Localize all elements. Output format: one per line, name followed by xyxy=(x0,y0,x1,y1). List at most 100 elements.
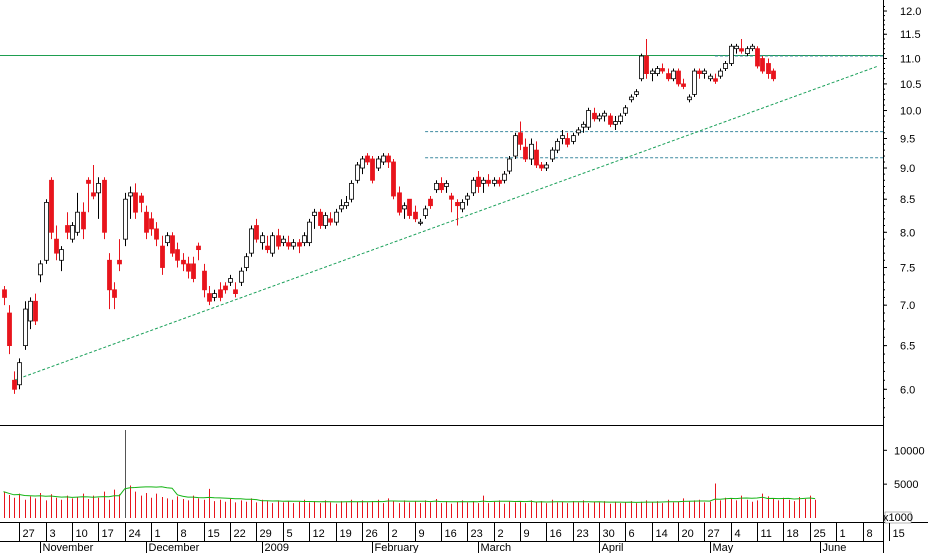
candle-body xyxy=(33,300,38,322)
candle-body xyxy=(59,249,64,261)
candle-body xyxy=(107,259,112,291)
candle-body xyxy=(697,70,702,74)
price-tick-label: 12.0 xyxy=(900,6,921,18)
candle-body xyxy=(565,138,570,145)
candle-body xyxy=(650,70,655,74)
candle-body xyxy=(86,179,91,184)
candle-body xyxy=(307,221,312,244)
candle-body xyxy=(766,63,771,74)
price-tick-label: 7.5 xyxy=(900,263,915,275)
candle-body xyxy=(339,205,344,210)
date-tick-label: 8 xyxy=(181,528,187,540)
date-tick-label: 20 xyxy=(682,528,694,540)
candle-body xyxy=(228,278,233,283)
candle-body xyxy=(181,259,186,265)
candle-body xyxy=(117,259,122,265)
date-tick-label: 29 xyxy=(260,528,272,540)
candle-body xyxy=(581,123,586,128)
candle-body xyxy=(750,45,755,50)
candle-body xyxy=(81,211,86,230)
candle-body xyxy=(312,211,317,216)
candle-body xyxy=(407,198,412,216)
candle-body xyxy=(571,135,576,142)
candle-body xyxy=(555,140,560,151)
candle-body xyxy=(260,235,265,244)
candle-body xyxy=(175,249,180,261)
candle-body xyxy=(54,238,59,254)
price-tick-label: 10.0 xyxy=(900,106,921,118)
candle-body xyxy=(202,270,207,291)
candle-body xyxy=(149,218,154,230)
candle-body xyxy=(423,208,428,216)
candle-body xyxy=(191,263,196,279)
candle-body xyxy=(49,179,54,233)
date-tick-label: 27 xyxy=(23,528,35,540)
candle-body xyxy=(144,211,149,233)
date-tick-label: 2 xyxy=(498,528,504,540)
candle-body xyxy=(629,96,634,101)
candle-body xyxy=(550,149,555,160)
candle-body xyxy=(755,48,760,67)
volume-unit-box xyxy=(884,511,912,524)
candle-body xyxy=(349,182,354,200)
reference-lines xyxy=(0,55,883,381)
candle-body xyxy=(286,242,291,247)
candle-body xyxy=(233,289,238,294)
date-tick-label: 1 xyxy=(155,528,161,540)
candle-body xyxy=(618,115,623,122)
date-tick-label: 25 xyxy=(814,528,826,540)
volume-tick-label: 10000 xyxy=(894,445,925,457)
candle-body xyxy=(465,195,470,200)
date-tick-label: 2 xyxy=(392,528,398,540)
candle-body xyxy=(344,202,349,207)
candle-body xyxy=(529,143,534,160)
candlestick-series xyxy=(2,39,776,394)
candle-body xyxy=(334,211,339,223)
date-tick-label: 9 xyxy=(419,528,425,540)
candle-body xyxy=(38,263,43,276)
date-tick-label: 11 xyxy=(761,528,772,540)
candle-body xyxy=(623,107,628,114)
candle-body xyxy=(539,164,544,169)
candle-body xyxy=(254,225,259,240)
candle-body xyxy=(476,176,481,187)
candle-body xyxy=(760,58,765,72)
date-tick-label: 14 xyxy=(656,528,668,540)
candle-body xyxy=(534,149,539,166)
candle-body xyxy=(12,379,17,390)
candle-body xyxy=(291,242,296,247)
volume-unit-label: x1000 xyxy=(883,512,913,524)
candle-body xyxy=(639,55,644,80)
month-label: 2009 xyxy=(265,542,289,553)
date-tick-label: 16 xyxy=(445,528,457,540)
candle-body xyxy=(455,202,460,207)
candle-body xyxy=(196,245,201,251)
candle-body xyxy=(544,164,549,169)
month-label: November xyxy=(43,542,94,553)
candle-body xyxy=(360,158,365,169)
date-tick-label: 18 xyxy=(787,528,799,540)
candle-body xyxy=(165,235,170,244)
candle-body xyxy=(439,182,444,191)
date-tick-label: 3 xyxy=(50,528,56,540)
candle-body xyxy=(302,235,307,244)
candle-body xyxy=(708,75,713,80)
candle-body xyxy=(249,228,254,254)
candle-body xyxy=(644,55,649,74)
volume-moving-average xyxy=(3,486,816,503)
volume-axis: 1000050000x1000 xyxy=(883,445,925,525)
price-tick-label: 11.0 xyxy=(900,54,921,66)
candle-body xyxy=(523,146,528,160)
candle-body xyxy=(212,293,217,298)
date-tick-label: 23 xyxy=(577,528,589,540)
candle-body xyxy=(397,192,402,213)
candle-body xyxy=(139,195,144,203)
date-axis: 27 3 10 17 24 1 8 15 22 29 5 12 19 26 2 9 16 23 2 9 16 23 30 6 1… xyxy=(19,523,905,553)
month-label: May xyxy=(713,542,734,553)
candle-body xyxy=(497,179,502,184)
month-label: December xyxy=(149,542,200,553)
month-label: April xyxy=(602,542,624,553)
candle-body xyxy=(386,155,391,163)
candle-body xyxy=(676,70,681,85)
candle-body xyxy=(270,235,275,254)
